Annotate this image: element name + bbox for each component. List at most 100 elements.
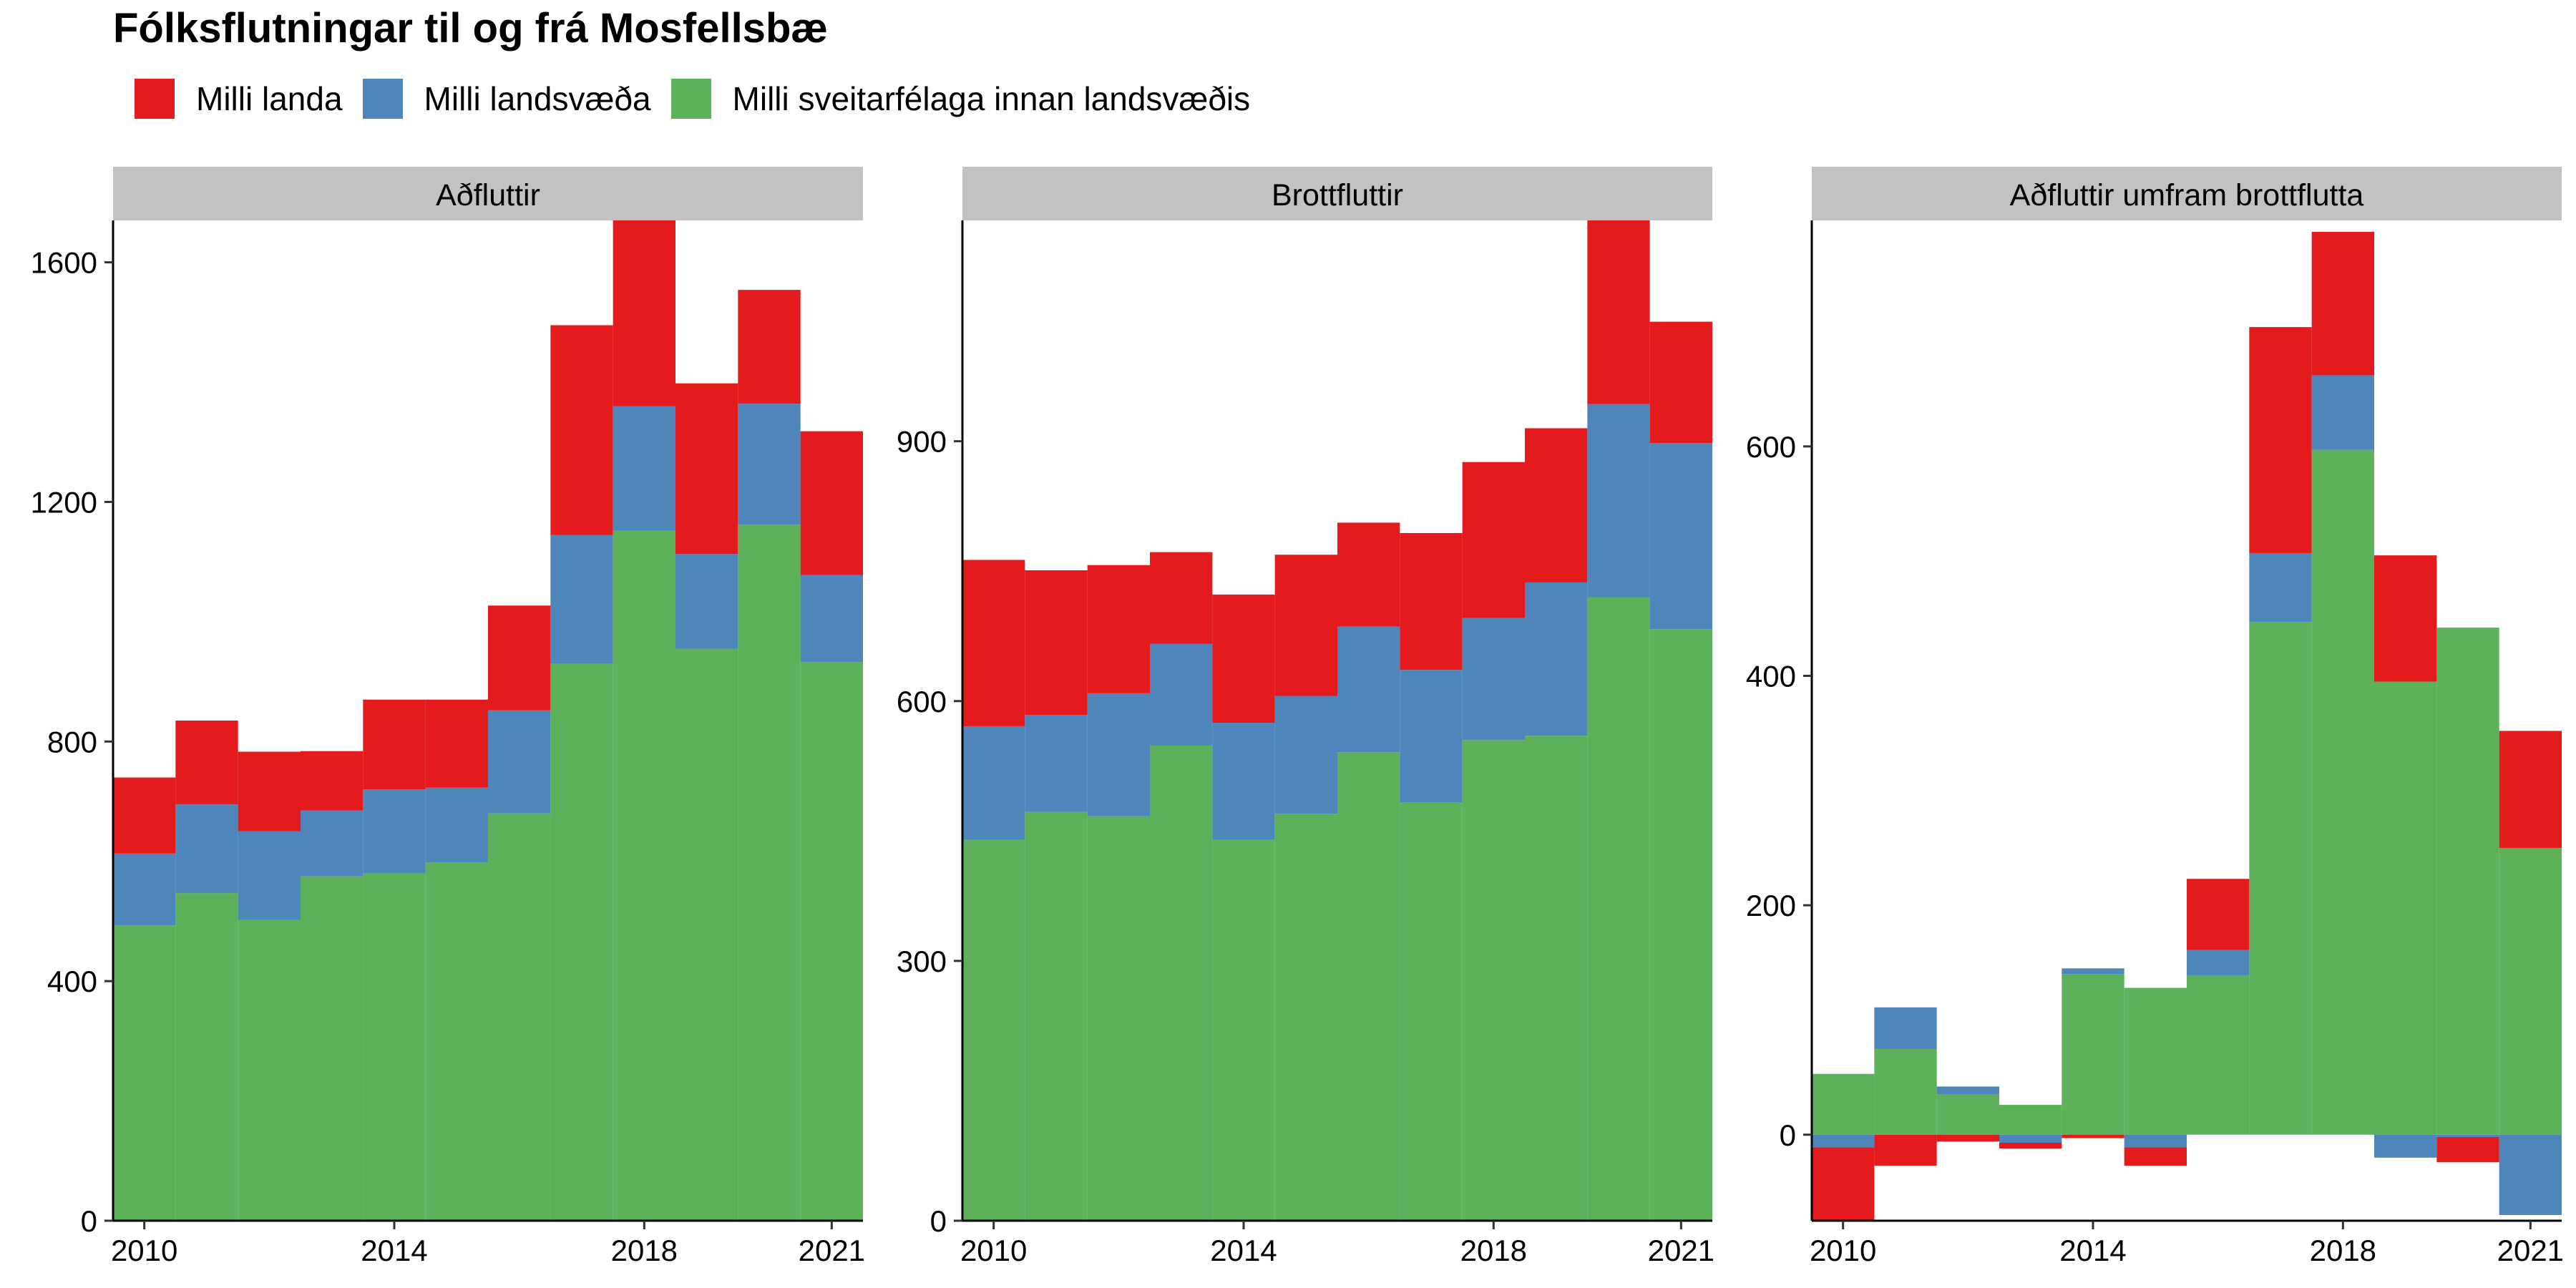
- bar-milli-sveitarfe-laga-innan-landsv-is-2020: [2436, 628, 2499, 1135]
- bar-milli-landsv-a-2021: [800, 575, 863, 662]
- bar-milli-landsv-a-2014: [1212, 723, 1275, 840]
- bar-milli-sveitarfe-laga-innan-landsv-is-2015: [2124, 987, 2187, 1135]
- bar-milli-landsv-a-2021: [2499, 1134, 2562, 1215]
- bar-milli-sveitarfe-laga-innan-landsv-is-2017: [2249, 622, 2312, 1135]
- bar-milli-sveitarfe-laga-innan-landsv-is-2012: [1087, 816, 1150, 1221]
- bar-milli-sveitarfe-laga-innan-landsv-is-2020: [1587, 597, 1650, 1221]
- panel-strip: [113, 167, 863, 220]
- bar-milli-sveitarfe-laga-innan-landsv-is-2016: [488, 813, 551, 1221]
- bar-milli-sveitarfe-laga-innan-landsv-is-2014: [1212, 839, 1275, 1221]
- bar-milli-sveitarfe-laga-innan-landsv-is-2011: [1025, 811, 1088, 1221]
- x-tick-label: 2018: [2310, 1234, 2376, 1267]
- panel-title: Brottfluttir: [1272, 178, 1403, 213]
- bar-milli-landa-2017: [550, 325, 613, 535]
- bar-milli-landsv-a-2014: [2062, 968, 2124, 975]
- y-tick-label: 300: [897, 945, 947, 978]
- panel-strip: [962, 167, 1712, 220]
- bar-milli-landsv-a-2019: [2374, 1134, 2437, 1158]
- panel-strip: [1812, 167, 2562, 220]
- bar-milli-landsv-a-2021: [1649, 443, 1712, 630]
- bar-milli-landsv-a-2011: [1025, 715, 1088, 812]
- bar-milli-sveitarfe-laga-innan-landsv-is-2013: [1999, 1105, 2062, 1135]
- bar-milli-landsv-a-2011: [1874, 1007, 1937, 1049]
- bar-milli-landa-2011: [175, 721, 238, 805]
- bar-milli-sveitarfe-laga-innan-landsv-is-2021: [1649, 629, 1712, 1221]
- bar-milli-landsv-a-2010: [113, 853, 176, 926]
- x-tick-label: 2018: [611, 1234, 678, 1267]
- bar-milli-landsv-a-2018: [1462, 618, 1525, 741]
- bar-milli-landsv-a-2019: [1525, 582, 1588, 736]
- legend-swatch-milli-sveitarfelaga: [670, 79, 711, 119]
- bar-milli-landsv-a-2015: [2124, 1134, 2187, 1148]
- bar-milli-landsv-a-2014: [363, 789, 426, 874]
- y-tick-label: 400: [1746, 659, 1796, 693]
- bar-milli-landa-2020: [1587, 220, 1650, 404]
- bar-milli-sveitarfe-laga-innan-landsv-is-2017: [550, 663, 613, 1221]
- bar-milli-landsv-a-2012: [238, 831, 301, 920]
- bar-milli-landa-2019: [1525, 428, 1588, 582]
- bar-milli-landsv-a-2020: [1587, 404, 1650, 597]
- bar-milli-sveitarfe-laga-innan-landsv-is-2015: [425, 862, 488, 1221]
- bar-milli-landsv-a-2016: [488, 710, 551, 814]
- bar-milli-landsv-a-2012: [1936, 1086, 1999, 1095]
- bar-milli-sveitarfe-laga-innan-landsv-is-2018: [2311, 449, 2374, 1135]
- bar-milli-sveitarfe-laga-innan-landsv-is-2020: [738, 525, 801, 1221]
- bar-milli-landa-2012: [1087, 565, 1150, 693]
- bar-milli-sveitarfe-laga-innan-landsv-is-2019: [2374, 681, 2437, 1135]
- x-tick-label: 2014: [1210, 1234, 1277, 1267]
- bar-milli-sveitarfe-laga-innan-landsv-is-2011: [175, 893, 238, 1221]
- bar-milli-landa-2017: [1400, 532, 1463, 670]
- y-tick-label: 0: [1780, 1118, 1796, 1152]
- bar-milli-landa-2015: [425, 699, 488, 788]
- x-tick-label: 2018: [1460, 1234, 1527, 1267]
- y-tick-label: 0: [81, 1204, 97, 1238]
- bar-milli-landsv-a-2019: [675, 554, 738, 649]
- bar-milli-landa-2016: [488, 605, 551, 711]
- bar-milli-landa-2020: [738, 290, 801, 404]
- bar-milli-sveitarfe-laga-innan-landsv-is-2011: [1874, 1048, 1937, 1135]
- legend-label-milli-landsvaeda: Milli landsvæða: [424, 80, 651, 117]
- bar-milli-sveitarfe-laga-innan-landsv-is-2010: [962, 839, 1025, 1221]
- y-tick-label: 0: [930, 1204, 947, 1238]
- legend-item-milli-landsvaeda: Milli landsvæða: [362, 79, 651, 119]
- bar-milli-landa-2013: [301, 751, 364, 811]
- legend-item-milli-landa: Milli landa: [135, 79, 343, 119]
- bar-milli-landa-2014: [363, 699, 426, 790]
- bar-milli-sveitarfe-laga-innan-landsv-is-2010: [1812, 1073, 1875, 1135]
- x-tick-label: 2021: [799, 1234, 865, 1267]
- bar-milli-landa-2014: [2062, 1134, 2124, 1138]
- legend-swatch-milli-landa: [135, 79, 175, 119]
- bar-milli-landa-2011: [1874, 1134, 1937, 1166]
- bar-milli-sveitarfe-laga-innan-landsv-is-2013: [301, 876, 364, 1221]
- bar-milli-landsv-a-2020: [2436, 1134, 2499, 1137]
- legend-label-milli-sveitarfelaga: Milli sveitarfélaga innan landsvæðis: [732, 80, 1251, 117]
- bar-milli-landsv-a-2017: [550, 535, 613, 664]
- bar-milli-landsv-a-2016: [2187, 950, 2250, 975]
- bar-milli-sveitarfe-laga-innan-landsv-is-2012: [238, 919, 301, 1221]
- bar-milli-landa-2017: [2249, 327, 2312, 553]
- bar-milli-landsv-a-2010: [962, 726, 1025, 840]
- bar-milli-landa-2021: [1649, 321, 1712, 444]
- legend-swatch-milli-landsvaeda: [362, 79, 403, 119]
- y-tick-label: 400: [47, 965, 97, 998]
- x-tick-label: 2014: [361, 1234, 427, 1267]
- bar-milli-landsv-a-2017: [1400, 670, 1463, 803]
- y-tick-label: 900: [897, 425, 947, 459]
- bar-milli-landsv-a-2011: [175, 804, 238, 894]
- bar-milli-landsv-a-2015: [1274, 696, 1337, 814]
- bar-milli-sveitarfe-laga-innan-landsv-is-2021: [800, 661, 863, 1221]
- bar-milli-sveitarfe-laga-innan-landsv-is-2014: [363, 873, 426, 1221]
- bar-milli-landsv-a-2013: [301, 810, 364, 877]
- bar-milli-landsv-a-2018: [613, 406, 675, 531]
- bar-milli-landa-2015: [2124, 1147, 2187, 1166]
- y-tick-label: 600: [1746, 430, 1796, 464]
- bar-milli-sveitarfe-laga-innan-landsv-is-2016: [2187, 975, 2250, 1135]
- bar-milli-landa-2020: [2436, 1136, 2499, 1163]
- bar-milli-landa-2019: [675, 383, 738, 555]
- bar-milli-landsv-a-2013: [1999, 1134, 2062, 1143]
- bar-milli-landa-2021: [800, 431, 863, 575]
- bar-milli-landa-2015: [1274, 555, 1337, 696]
- panel-title: Aðfluttir umfram brottflutta: [2010, 178, 2364, 213]
- bar-milli-landa-2010: [113, 777, 176, 854]
- bar-milli-landa-2016: [2187, 879, 2250, 950]
